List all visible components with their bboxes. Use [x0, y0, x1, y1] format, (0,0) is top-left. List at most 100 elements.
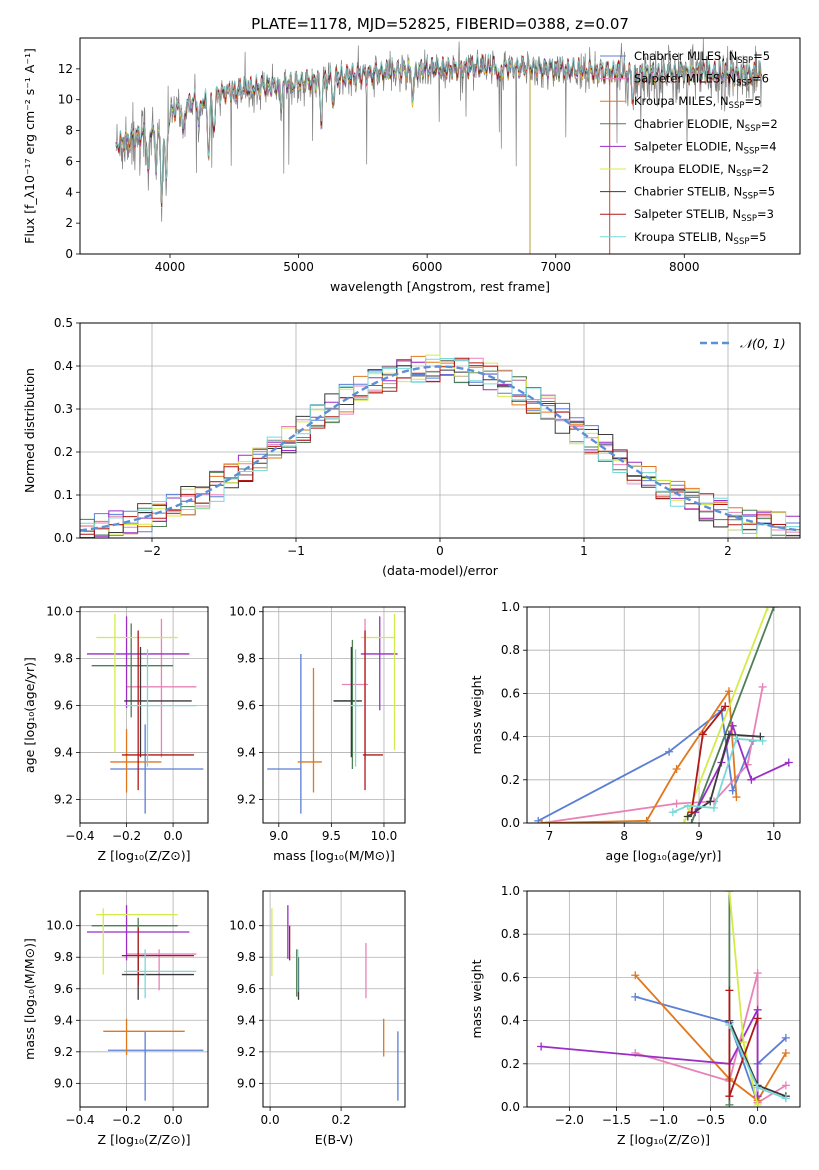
y-tick-label: 0.2	[501, 773, 520, 787]
x-axis-label: Z [log₁₀(Z/Z⊙)]	[617, 1132, 710, 1147]
legend-text: Chabrier ELODIE, N	[634, 117, 745, 131]
y-tick-label: 10	[58, 93, 73, 107]
y-tick-label: 9.4	[54, 746, 73, 760]
y-axis-label: Normed distribution	[22, 368, 37, 493]
y-axis-label: mass weight	[469, 959, 484, 1038]
weight-marker	[753, 969, 762, 978]
weight-marker	[781, 1081, 790, 1090]
plot-area	[537, 891, 790, 1107]
axes-frame	[526, 890, 801, 1108]
x-tick-label: 5000	[283, 260, 314, 274]
y-tick-label: 9.8	[54, 950, 73, 964]
legend-text: Salpeter STELIB, N	[634, 207, 741, 221]
weight-marker	[672, 799, 681, 808]
weight-marker	[683, 801, 692, 810]
x-axis-label: Z [log₁₀(Z/Z⊙)]	[98, 1132, 191, 1147]
weight-line-6	[687, 733, 761, 818]
y-tick-label: 0.2	[54, 445, 73, 459]
y-tick-label: 9.4	[54, 1013, 73, 1027]
x-tick-label: −1.0	[649, 1113, 678, 1127]
weight-marker	[725, 1092, 734, 1101]
x-tick-label: 8	[620, 829, 628, 843]
y-tick-label: 0.6	[501, 686, 520, 700]
x-tick-label: −1	[287, 544, 305, 558]
y-tick-label: 9.0	[54, 1076, 73, 1090]
weight-marker	[724, 730, 733, 739]
y-tick-label: 9.8	[237, 652, 256, 666]
x-tick-label: −1.5	[602, 1113, 631, 1127]
legend-text: =5	[753, 49, 770, 63]
weight-marker	[753, 1005, 762, 1014]
weight-marker	[781, 1033, 790, 1042]
y-tick-label: 0.0	[54, 531, 73, 545]
x-axis-label: (data-model)/error	[382, 563, 499, 578]
plot-area	[80, 354, 800, 538]
legend-text: =5	[758, 185, 775, 199]
legend-text: =3	[757, 207, 774, 221]
y-tick-label: 0	[65, 247, 73, 261]
legend-sub: SSP	[729, 101, 745, 111]
legend-text: Kroupa ELODIE, N	[634, 162, 736, 176]
legend-text: =5	[744, 94, 761, 108]
weight-marker	[756, 732, 765, 741]
histogram-series-8	[80, 358, 800, 538]
weight-marker	[665, 747, 674, 756]
weight-marker	[781, 1094, 790, 1103]
x-tick-label: 2	[724, 544, 732, 558]
y-tick-label: 9.2	[54, 793, 73, 807]
legend-label: 𝒩(0, 1)	[740, 336, 786, 351]
legend-sub: SSP	[734, 237, 750, 247]
y-tick-label: 0.0	[501, 1100, 520, 1114]
x-tick-label: 6000	[412, 260, 443, 274]
weight-marker	[758, 736, 767, 745]
y-tick-label: 9.8	[237, 950, 256, 964]
x-tick-label: 7000	[540, 260, 571, 274]
legend-label: Kroupa ELODIE, NSSP=2	[634, 162, 769, 179]
figure-title: PLATE=1178, MJD=52825, FIBERID=0388, z=0…	[251, 15, 629, 33]
y-tick-label: 10.0	[46, 919, 73, 933]
x-tick-label: 10.0	[371, 829, 398, 843]
y-tick-label: 0.1	[54, 488, 73, 502]
y-tick-label: 9.6	[237, 982, 256, 996]
y-tick-label: 0.4	[501, 730, 520, 744]
x-tick-label: 9	[695, 829, 703, 843]
x-tick-label: 1	[580, 544, 588, 558]
legend-text: =2	[761, 117, 778, 131]
weight-marker	[758, 682, 767, 691]
plot-area	[267, 614, 398, 814]
x-tick-label: −0.5	[696, 1113, 725, 1127]
weight-marker	[747, 775, 756, 784]
weight-marker	[721, 702, 730, 711]
legend-label: Chabrier ELODIE, NSSP=2	[634, 117, 778, 134]
weight-marker	[709, 803, 718, 812]
x-tick-label: 0.0	[164, 1113, 183, 1127]
legend-text: =5	[749, 230, 766, 244]
model-line-8	[115, 52, 762, 204]
y-tick-label: 0.4	[501, 1014, 520, 1028]
x-tick-label: 7	[546, 829, 554, 843]
weight-marker	[781, 1049, 790, 1057]
y-tick-label: 0.8	[501, 927, 520, 941]
weight-marker	[687, 819, 696, 823]
weight-marker	[537, 1042, 546, 1051]
y-tick-label: 9.6	[237, 699, 256, 713]
axes-frame	[79, 606, 209, 824]
x-tick-label: 10	[766, 829, 781, 843]
weight-line-3	[690, 607, 775, 823]
weight-marker	[642, 816, 651, 823]
x-tick-label: −0.2	[112, 1113, 141, 1127]
weight-marker	[753, 1083, 762, 1092]
x-tick-label: 0.0	[748, 1113, 767, 1127]
y-tick-label: 0.3	[54, 402, 73, 416]
weight-marker	[687, 808, 696, 817]
y-tick-label: 10.0	[46, 605, 73, 619]
age_vs_mass-panel: 9.0 9.5 10.0 9.2 9.4 9.6 9.8 10.0 mass [log₁₀(M/…	[229, 605, 406, 863]
legend-sub: SSP	[745, 124, 761, 134]
weight-line-5	[683, 607, 769, 823]
x-tick-label: −0.4	[65, 1113, 94, 1127]
x-tick-label: 8000	[669, 260, 700, 274]
legend-text: Salpeter ELODIE, N	[634, 139, 744, 153]
y-tick-label: 0.0	[501, 816, 520, 830]
legend-text: =4	[760, 139, 777, 153]
